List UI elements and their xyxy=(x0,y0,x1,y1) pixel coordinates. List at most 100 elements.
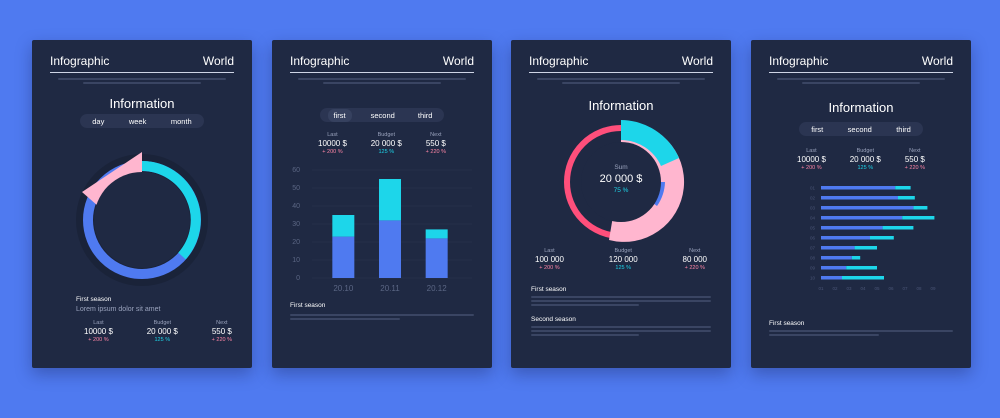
stat-last: Last 10000 $ + 200 % xyxy=(318,132,347,155)
x-tick-label: 06 xyxy=(888,286,894,291)
infographic-card-1: Infographic World Information day week m… xyxy=(32,40,252,368)
stat-next: Next 80 000 + 220 % xyxy=(682,248,707,271)
hbar-segment-top xyxy=(851,256,861,260)
y-tick-label: 04 xyxy=(810,216,816,221)
hbar-segment-base xyxy=(821,246,855,250)
x-tick-label: 07 xyxy=(902,286,908,291)
bar-segment-top xyxy=(332,215,355,237)
y-tick-label: 05 xyxy=(810,226,816,231)
bar-segment-base xyxy=(332,236,355,278)
card-header: Infographic World xyxy=(529,52,713,73)
ring-hole xyxy=(581,142,661,222)
hbar-segment-base xyxy=(821,186,896,190)
stat-last: Last 10000 $ + 200 % xyxy=(797,148,826,171)
y-tick-label: 03 xyxy=(810,206,816,211)
section-title-1: First season xyxy=(531,286,567,293)
y-tick-label: 0 xyxy=(296,275,300,282)
x-tick-label: 01 xyxy=(818,286,824,291)
stats-row: Last 100 000 + 200 % Budget 120 000 125 % Ne… xyxy=(535,248,707,271)
stat-last: Last 10000 $ + 200 % xyxy=(84,320,113,343)
info-title: Information xyxy=(828,100,894,115)
y-tick-label: 30 xyxy=(292,221,300,228)
sum-value: 20 000 $ xyxy=(599,173,643,185)
tab-second[interactable]: second xyxy=(847,124,872,134)
sum-label: Sum xyxy=(614,164,628,171)
x-tick-label: 02 xyxy=(832,286,838,291)
stat-next: Next 550 $ + 220 % xyxy=(904,148,925,171)
sum-donut-chart xyxy=(564,120,685,242)
y-tick-label: 01 xyxy=(810,186,816,191)
y-tick-label: 40 xyxy=(292,203,300,210)
hbar-segment-top xyxy=(902,216,935,220)
hbar-segment-base xyxy=(821,196,898,200)
period-tabs: day week month xyxy=(80,114,204,128)
section-text: Lorem ipsum dolor sit amet xyxy=(76,306,161,313)
lorem-text xyxy=(298,78,466,84)
card-region: World xyxy=(442,54,474,68)
card-title: Infographic xyxy=(769,54,829,68)
x-tick-label: 08 xyxy=(916,286,922,291)
y-tick-label: 20 xyxy=(292,239,300,246)
hbar-segment-top xyxy=(913,206,928,210)
tab-month[interactable]: month xyxy=(170,116,192,126)
card-header: Infographic World xyxy=(769,52,953,73)
hbar-segment-top xyxy=(846,266,877,270)
series-tabs: first second third xyxy=(799,122,923,136)
lorem-text xyxy=(58,78,226,84)
x-tick-label: 04 xyxy=(860,286,866,291)
hbar-segment-base xyxy=(821,236,870,240)
info-title: Information xyxy=(109,96,175,111)
sum-readout: Sum 20 000 $ 75 % xyxy=(511,164,731,194)
y-tick-label: 08 xyxy=(810,256,816,261)
x-tick-label: 05 xyxy=(874,286,880,291)
card-title: Infographic xyxy=(529,54,589,68)
x-tick-label: 20.10 xyxy=(333,284,354,293)
y-tick-label: 60 xyxy=(292,167,300,174)
stat-budget: Budget 20 000 $125 % xyxy=(849,148,881,171)
tab-third[interactable]: third xyxy=(896,124,911,134)
donut-slice-pink xyxy=(82,152,142,206)
lorem-text xyxy=(531,326,711,336)
x-tick-label: 03 xyxy=(846,286,852,291)
card-region: World xyxy=(921,54,953,68)
stat-next: Next 550 $ + 220 % xyxy=(425,132,446,155)
lorem-text xyxy=(537,78,705,84)
stat-budget: Budget 20 000 $125 % xyxy=(370,132,402,155)
hbar-segment-top xyxy=(854,246,877,250)
hbar-segment-base xyxy=(821,206,914,210)
donut-ring-cyan xyxy=(141,161,201,260)
tab-first[interactable]: first xyxy=(811,124,824,134)
x-tick-label: 20.11 xyxy=(380,284,400,293)
hbar-segment-top xyxy=(895,186,911,190)
hbar-segment-base xyxy=(821,256,852,260)
bar-segment-top xyxy=(379,179,401,221)
infographic-card-3: Infographic World Information Sum 20 000… xyxy=(511,40,731,368)
tab-third[interactable]: third xyxy=(417,110,433,120)
info-title: Information xyxy=(588,98,654,113)
tab-first[interactable]: first xyxy=(327,108,352,122)
section-title: First season xyxy=(290,302,326,309)
infographic-card-4: Infographic World Information first seco… xyxy=(751,40,971,368)
tab-second[interactable]: second xyxy=(370,110,395,120)
hbar-segment-base xyxy=(821,276,842,280)
hbar-segment-top xyxy=(842,276,884,280)
infographic-card-2: Infographic World first second third Las… xyxy=(272,40,492,368)
donut-chart xyxy=(76,152,208,286)
hbar-segment-top xyxy=(898,196,915,200)
stat-next: Next 550 $ + 220 % xyxy=(211,320,232,343)
hbar-segment-top xyxy=(870,236,894,240)
stats-row: Last 10000 $ + 200 % Budget 20 000 $125 % N… xyxy=(797,148,925,171)
vertical-bar-chart: 0 10 20 30 40 50 60 20.10 20.11 20.12 xyxy=(292,167,472,293)
card-header: Infographic World xyxy=(290,52,474,73)
sum-percent: 75 % xyxy=(613,187,629,194)
stat-last: Last 100 000 + 200 % xyxy=(535,248,564,271)
hbar-segment-base xyxy=(821,226,883,230)
bar-segment-top xyxy=(425,229,448,239)
y-tick-label: 09 xyxy=(810,266,816,271)
tab-week[interactable]: week xyxy=(128,116,147,126)
bar-segment-base xyxy=(425,238,448,278)
bar-segment-base xyxy=(379,220,401,278)
tab-day[interactable]: day xyxy=(92,116,105,126)
section-title: First season xyxy=(76,296,112,303)
